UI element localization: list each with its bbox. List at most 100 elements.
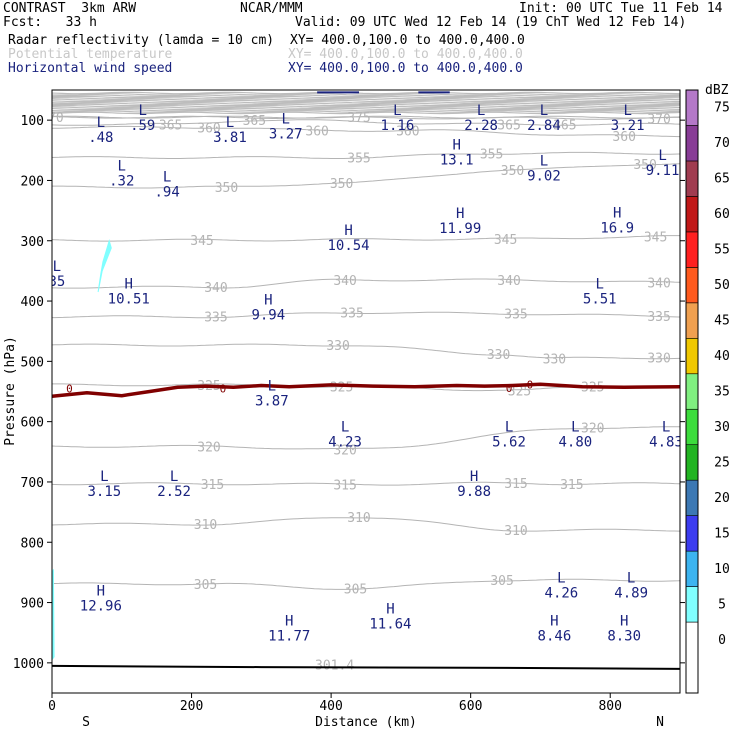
y-tick-label: 700 bbox=[21, 476, 44, 491]
colorbar-label: 40 bbox=[714, 349, 730, 364]
theta-label: 315 bbox=[333, 478, 356, 493]
upper-contour-line bbox=[52, 95, 680, 99]
theta-label: 305 bbox=[194, 578, 217, 593]
colorbar-label: 45 bbox=[714, 314, 730, 329]
theta-contour-350 bbox=[52, 163, 680, 189]
wind-extremum-marker: H bbox=[550, 614, 558, 630]
wind-extremum-marker: L bbox=[282, 111, 290, 127]
wind-extremum-marker: H bbox=[344, 223, 352, 239]
field-theta-xy: XY= 400.0,100.0 to 400.0,400.0 bbox=[288, 47, 523, 62]
wind-speed-label: 4.23 bbox=[328, 435, 362, 451]
model-title: CONTRAST 3km ARW bbox=[3, 1, 137, 16]
theta-label: 330 bbox=[487, 348, 510, 363]
wind-extremum-marker: H bbox=[620, 614, 628, 630]
colorbar-swatch bbox=[685, 479, 699, 516]
y-tick-label: 200 bbox=[21, 174, 44, 189]
theta-contour-320 bbox=[52, 426, 680, 450]
upper-contour-line bbox=[52, 110, 680, 113]
wind-speed-label: 3.87 bbox=[255, 394, 289, 410]
wind-speed-label: 12.96 bbox=[80, 599, 122, 615]
theta-contour-345 bbox=[52, 235, 680, 242]
theta-label: 335 bbox=[504, 308, 527, 323]
wind-extremum-marker: L bbox=[571, 420, 579, 436]
wind-extremum-marker: H bbox=[452, 137, 460, 153]
theta-label: 350 bbox=[330, 177, 353, 192]
colorbar-swatch bbox=[685, 337, 699, 375]
upper-contour-line bbox=[52, 107, 680, 111]
field-reflectivity-xy: XY= 400.0,100.0 to 400.0,400.0 bbox=[290, 33, 525, 48]
colorbar-label: 10 bbox=[714, 562, 730, 577]
wind-speed-label: 9.88 bbox=[457, 484, 491, 500]
wind-extremum-marker: L bbox=[623, 103, 631, 119]
wind-speed-label: 11.99 bbox=[439, 221, 481, 237]
upper-contour-line bbox=[52, 109, 680, 112]
theta-label: 355 bbox=[347, 152, 370, 167]
wind-extremum-marker: L bbox=[226, 115, 234, 131]
freezing-level-line bbox=[52, 382, 680, 399]
colorbar-swatch bbox=[685, 125, 699, 162]
wind-speed-label: 2.84 bbox=[527, 118, 561, 134]
upper-contour-line bbox=[52, 100, 680, 104]
wind-speed-label: 2.52 bbox=[157, 484, 191, 500]
theta-label: 350 bbox=[215, 181, 238, 196]
wind-speed-label: 4.80 bbox=[558, 435, 592, 451]
wind-speed-label: 9.11 bbox=[646, 163, 680, 179]
reflectivity-cell bbox=[97, 239, 112, 293]
theta-label: 305 bbox=[490, 574, 513, 589]
colorbar-swatch bbox=[685, 550, 699, 587]
theta-contours bbox=[52, 115, 680, 590]
wind-extremum-marker: L bbox=[118, 158, 126, 174]
wind-labels: L.48L.59 L3.81L3.27L1.16L2.28L2.84L3.21H1… bbox=[52, 103, 680, 645]
wind-speed-label: 4.89 bbox=[614, 585, 648, 601]
wind-speed-label: 9.94 bbox=[251, 307, 285, 323]
colorbar-label: 15 bbox=[714, 526, 730, 541]
upper-contour-line bbox=[52, 98, 680, 101]
colorbar-swatch bbox=[685, 586, 699, 623]
colorbar-label: 65 bbox=[714, 172, 730, 187]
init-time: Init: 00 UTC Tue 11 Feb 14 bbox=[519, 1, 723, 16]
wind-speed-label: 11.77 bbox=[268, 629, 310, 645]
freezing-level: 0 0 0 0 bbox=[52, 378, 680, 399]
theta-label: 345 bbox=[494, 233, 517, 248]
wind-speed-label: 3.27 bbox=[269, 126, 303, 142]
theta-label: 325 bbox=[508, 384, 531, 399]
colorbar-swatch bbox=[685, 267, 699, 304]
wind-speed-label: .94 bbox=[154, 184, 179, 200]
upper-contour-line bbox=[52, 103, 680, 107]
theta-contour-330 bbox=[52, 343, 680, 360]
colorbar-swatch bbox=[685, 160, 699, 197]
colorbar-swatch bbox=[685, 231, 699, 268]
colorbar-label: 60 bbox=[714, 207, 730, 222]
wind-speed-label: 10.54 bbox=[327, 238, 369, 254]
wind-speed-label: 8.30 bbox=[607, 629, 641, 645]
theta-label: 301.4 bbox=[315, 659, 354, 674]
theta-label: 310 bbox=[504, 524, 527, 539]
field-reflectivity-name: Radar reflectivity (lamda = 10 cm) bbox=[8, 33, 275, 48]
upper-contour-line bbox=[52, 99, 680, 103]
theta-contour-360 bbox=[52, 125, 680, 138]
valid-time: Valid: 09 UTC Wed 12 Feb 14 (19 ChT Wed … bbox=[295, 15, 687, 30]
y-tick-label: 900 bbox=[21, 597, 44, 612]
wind-extremum-marker: L bbox=[627, 570, 635, 586]
theta-label: 375 bbox=[347, 111, 370, 126]
colorbar-label: 55 bbox=[714, 243, 730, 258]
wind-extremum-marker: L bbox=[393, 103, 401, 119]
reflectivity-cells bbox=[52, 239, 112, 661]
x-tick-label: 0 bbox=[48, 699, 56, 714]
field-wind-xy: XY= 400.0,100.0 to 400.0,400.0 bbox=[288, 61, 523, 76]
upper-contour-line bbox=[52, 105, 680, 108]
theta-label: 365 bbox=[243, 114, 266, 129]
wind-extremum-marker: H bbox=[470, 469, 478, 485]
theta-label: 345 bbox=[190, 234, 213, 249]
theta-label: 365 bbox=[553, 118, 576, 133]
x-end-north: N bbox=[656, 715, 664, 730]
axes: 100 200 300 400 500 600 700 800 900 1000 0 200 400 60… bbox=[13, 114, 685, 714]
theta-contour-335 bbox=[52, 311, 680, 319]
colorbar-label: 50 bbox=[714, 278, 730, 293]
theta-label: 330 bbox=[326, 339, 349, 354]
theta-label: 365 bbox=[497, 118, 520, 133]
y-tick-label: 500 bbox=[21, 355, 44, 370]
theta-label: 330 bbox=[647, 352, 670, 367]
colorbar-swatch bbox=[685, 621, 699, 694]
